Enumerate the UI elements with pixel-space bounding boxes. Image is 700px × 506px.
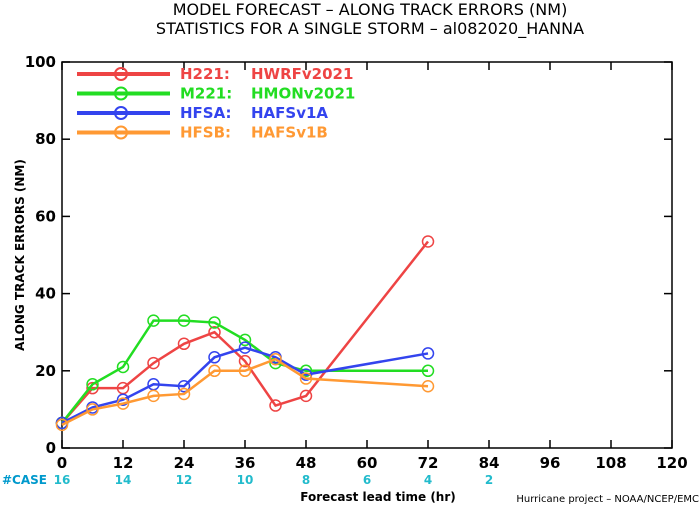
legend-marker: [114, 125, 128, 140]
data-point: [177, 379, 191, 393]
series-line: [61, 240, 429, 424]
chart-title: MODEL FORECAST – ALONG TRACK ERRORS (NM): [173, 0, 568, 19]
x-tick-label: 96: [540, 454, 561, 472]
data-point: [421, 347, 435, 360]
data-point: [116, 360, 130, 374]
legend-name: HFSA:: [180, 104, 232, 122]
data-point: [55, 418, 69, 432]
x-axis-ticks: 0 12 24 36 48 60 72 84 96 108 120: [57, 62, 688, 472]
x-tick-label: 72: [418, 454, 439, 472]
legend-marker: [114, 86, 128, 101]
x-tick-label: 48: [296, 454, 317, 472]
data-point: [208, 316, 221, 329]
data-point: [238, 333, 252, 347]
case-count: 2: [485, 473, 493, 487]
legend-description: HAFSv1B: [251, 124, 328, 142]
data-point: [421, 379, 435, 393]
x-tick-label: 60: [357, 454, 378, 472]
data-point: [116, 397, 130, 410]
data-point: [269, 352, 282, 366]
y-tick-label: 20: [35, 362, 56, 380]
data-point: [177, 387, 191, 401]
series-layer: [55, 235, 435, 432]
legend-name: HFSB:: [180, 124, 231, 142]
data-point: [147, 314, 160, 327]
chart-subtitle: STATISTICS FOR A SINGLE STORM – al082020…: [156, 19, 584, 39]
data-point: [86, 403, 99, 416]
legend-name: H221:: [180, 65, 230, 83]
case-count: 16: [54, 473, 71, 487]
x-axis-label: Forecast lead time (hr): [300, 490, 456, 504]
y-tick-label: 0: [46, 439, 56, 457]
legend-description: HMONv2021: [251, 85, 355, 103]
data-point: [147, 356, 160, 370]
x-tick-label: 108: [595, 454, 626, 472]
y-tick-label: 40: [35, 285, 56, 303]
data-point: [269, 399, 282, 412]
legend-description: HAFSv1A: [251, 104, 328, 122]
data-point: [238, 354, 252, 368]
series-hafsv1b: [55, 352, 435, 432]
data-point: [421, 235, 435, 248]
data-point: [177, 337, 191, 351]
y-axis-label: ALONG TRACK ERRORS (NM): [13, 159, 27, 351]
case-count: 12: [176, 473, 193, 487]
data-point: [208, 351, 221, 364]
credit-text: Hurricane project – NOAA/NCEP/EMC: [516, 494, 699, 505]
legend-item: HFSB: HAFSv1B: [77, 124, 328, 142]
x-tick-label: 24: [174, 454, 195, 472]
data-point: [208, 325, 221, 339]
series-hwrfv2021: [55, 235, 435, 430]
legend-item: HFSA: HAFSv1A: [77, 104, 328, 122]
y-axis-ticks: 0 20 40 60 80 100: [25, 53, 672, 457]
data-point: [421, 364, 435, 378]
data-point: [208, 364, 221, 378]
legend: H221: HWRFv2021 M221: HMONv2021 HFSA: HAFSv1A…: [77, 65, 355, 142]
data-point: [86, 378, 99, 391]
data-point: [238, 364, 252, 378]
y-tick-label: 80: [35, 130, 56, 148]
data-point: [116, 393, 130, 406]
data-point: [299, 372, 313, 385]
data-point: [147, 389, 160, 403]
case-count: 10: [237, 473, 254, 487]
legend-item: M221: HMONv2021: [77, 85, 355, 103]
case-counts: 16 14 12 10 8 6 4 2: [54, 473, 494, 487]
x-tick-label: 84: [479, 454, 500, 472]
case-label: #CASE: [2, 473, 47, 487]
legend-marker: [114, 106, 128, 120]
series-line: [61, 346, 429, 425]
x-tick-label: 36: [235, 454, 256, 472]
data-point: [86, 381, 99, 395]
legend-item: H221: HWRFv2021: [77, 65, 353, 83]
data-point: [177, 314, 191, 327]
legend-name: M221:: [180, 85, 232, 103]
legend-description: HWRFv2021: [251, 65, 353, 83]
case-count: 14: [115, 473, 132, 487]
data-point: [238, 341, 252, 354]
y-tick-label: 60: [35, 207, 56, 225]
x-tick-label: 120: [656, 454, 687, 472]
legend-marker: [114, 67, 128, 81]
case-count: 4: [424, 473, 432, 487]
x-tick-label: 0: [57, 454, 67, 472]
series-line: [61, 357, 429, 426]
data-point: [299, 389, 313, 403]
x-tick-label: 12: [113, 454, 134, 472]
case-count: 6: [363, 473, 371, 487]
y-tick-label: 100: [25, 53, 56, 71]
case-count: 8: [302, 473, 310, 487]
